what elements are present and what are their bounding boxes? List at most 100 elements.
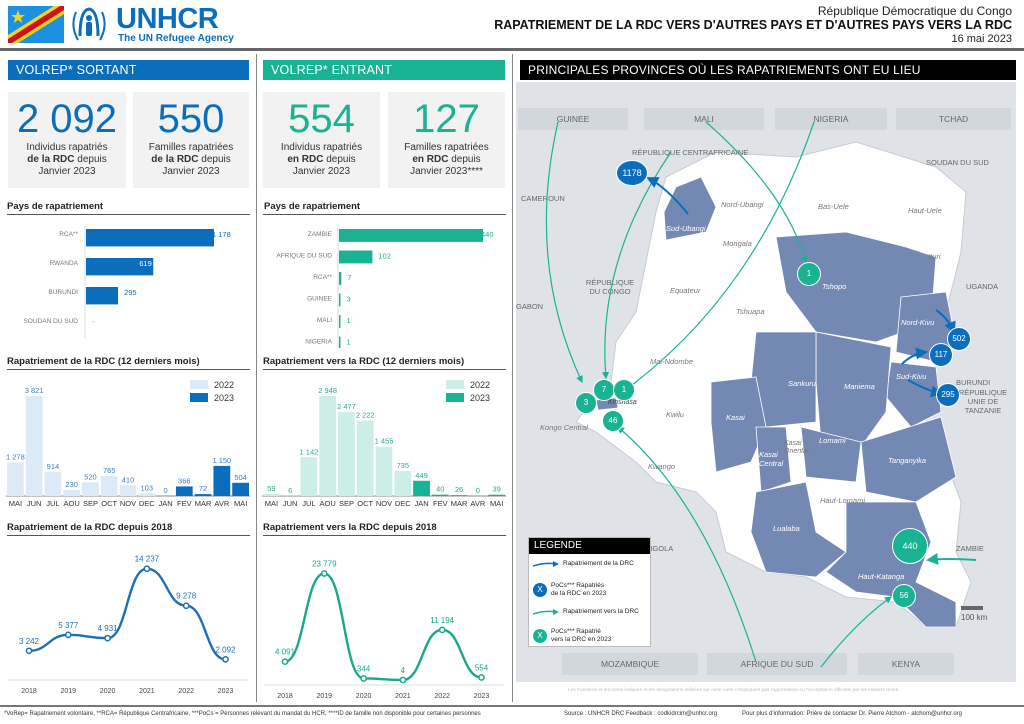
kpi-outgoing-individuals: 2 092 Individus rapatriés de la RDC depui… (8, 92, 126, 188)
outgoing-monthly-title: Rapatriement de la RDC (12 derniers mois… (7, 356, 200, 367)
bar (339, 229, 483, 242)
province-label: Mai-Ndombe (650, 357, 693, 366)
value-label: 1 278 (6, 453, 25, 462)
data-point (25, 647, 33, 655)
value-label: 103 (141, 483, 154, 492)
legend-label: 2022 (214, 380, 234, 390)
category-label: RCA** (313, 274, 332, 281)
kpi-outgoing-families: 550 Familles rapatriées de la RDC depuis J… (133, 92, 249, 188)
value-label: 735 (397, 461, 410, 470)
value-label: 4 931 (98, 624, 119, 633)
province-label: Bas-Uele (818, 202, 849, 211)
bubble-outgoing[interactable]: 295 (936, 383, 960, 407)
flow-afrique-du-sud (617, 426, 757, 663)
bar (450, 495, 468, 496)
bar (44, 472, 62, 496)
incoming-monthly-chart: 59 MAI 6 JUN 1 142 JUL 2 948 AOU 2 477 SEP 2 222 OC… (262, 380, 506, 508)
bar (339, 315, 341, 328)
data-point (320, 570, 328, 577)
bar (413, 480, 430, 496)
bar (138, 493, 156, 496)
bar (86, 287, 119, 305)
tick-label: MAI (234, 499, 247, 508)
bar (488, 494, 505, 496)
arrow-blue-icon (533, 561, 559, 567)
category-label: SOUDAN DU SUD (23, 318, 78, 325)
province-label: Kwango (648, 462, 676, 471)
legend-label: 2023 (470, 393, 490, 403)
province-label: Kasai (726, 413, 745, 422)
province-label: Tshuapa (736, 307, 765, 316)
value-label: 440 (481, 230, 494, 239)
value-label: - (92, 317, 95, 326)
bubble-incoming[interactable]: 46 (602, 410, 624, 432)
province-label: Nord-Kivu (901, 318, 935, 327)
value-label: 619 (139, 259, 152, 268)
bubble-incoming[interactable]: 440 (892, 528, 928, 564)
kpi-label: Individus rapatriés en RDC depuis Janvier … (280, 142, 363, 177)
province-label: Haut-Lomami (820, 496, 866, 505)
tick-label: MAR (195, 499, 212, 508)
unhcr-tagline: The UN Refugee Agency (118, 33, 234, 44)
province-lomami (800, 426, 862, 483)
flow-nigeria (627, 121, 815, 389)
category-label: BURUNDI (48, 289, 78, 296)
bubble-incoming[interactable]: 1 (797, 262, 821, 286)
category-label: RCA** (59, 231, 78, 238)
outgoing-countries-title: Pays de rapatriement (7, 201, 104, 212)
tick-label: SEP (83, 499, 98, 508)
province-label: Kwilu (666, 410, 684, 419)
bar (263, 493, 280, 496)
legend-item-outgoing-flow: Rapatriement de la DRC (533, 560, 634, 568)
bar (100, 475, 118, 496)
province-kasai (710, 376, 767, 473)
country-name: République Démocratique du Congo (817, 4, 1012, 18)
value-label: 504 (234, 473, 247, 482)
tick-label: MAI (9, 499, 22, 508)
scale-label: 100 km (961, 613, 988, 622)
tick-label: DEC (139, 499, 155, 508)
bubble-outgoing[interactable]: 117 (929, 343, 953, 367)
bubble-outgoing[interactable]: 1178 (616, 160, 648, 186)
bubble-incoming[interactable]: 7 (593, 379, 615, 401)
data-point (281, 658, 289, 666)
report-date: 16 mai 2023 (951, 33, 1012, 45)
column-divider (512, 54, 513, 702)
data-point (478, 674, 485, 681)
divider (7, 369, 250, 370)
category-label: ZAMBIE (308, 231, 333, 238)
incoming-countries-title: Pays de rapatriement (264, 201, 361, 212)
bar (431, 494, 449, 496)
tick-label: 2021 (395, 693, 411, 700)
value-label: 554 (475, 664, 489, 673)
bubble-incoming[interactable]: 3 (575, 392, 597, 414)
kpi-label: Individus rapatriés de la RDC depuis Janvi… (26, 142, 108, 177)
bar (86, 229, 214, 247)
value-label: 230 (65, 480, 78, 489)
bar (339, 272, 342, 285)
header-divider (0, 48, 1024, 51)
value-label: 6 (288, 486, 292, 495)
bar (339, 250, 373, 264)
map-title: PRINCIPALES PROVINCES OÙ LES RAPATRIEMEN… (520, 60, 1016, 80)
data-point (438, 626, 446, 634)
label-angola: ANGOLA (642, 544, 674, 553)
divider (263, 369, 506, 370)
country-box-nigeria: NIGERIA (775, 108, 887, 130)
footer-notes: *VoRep= Rapatriement volontaire, **RCA= … (4, 711, 481, 717)
tick-label: JAN (158, 499, 172, 508)
kpi-value: 550 (157, 97, 225, 141)
bubble-incoming[interactable]: 56 (892, 584, 916, 608)
label-uganda: UGANDA (966, 282, 999, 291)
footer-source: Source : UNHCR DRC Feedback : codkidrcim… (564, 711, 718, 717)
label-soudan-du-sud: SOUDAN DU SUD (926, 158, 989, 167)
bubble-outgoing[interactable]: 502 (947, 327, 971, 351)
divider (263, 214, 506, 215)
data-point (399, 676, 407, 684)
value-label: 4 091 (275, 648, 296, 657)
bubble-incoming[interactable]: 1 (613, 379, 635, 401)
data-point (104, 634, 111, 642)
value-label: 2 222 (356, 411, 375, 420)
tick-label: NOV (376, 499, 392, 508)
value-label: 0 (476, 486, 480, 495)
